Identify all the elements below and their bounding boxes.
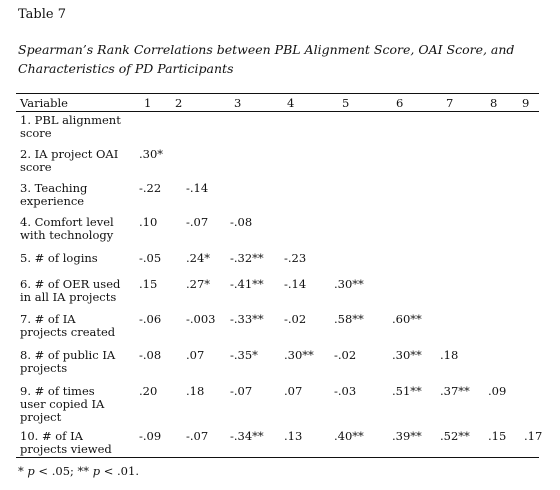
table-cell: .15 [139, 277, 158, 291]
table-cell: .27* [186, 277, 211, 291]
table-cell: -.08 [230, 215, 253, 229]
table-cell: .30** [334, 277, 364, 291]
header-col-7: 7 [446, 96, 454, 110]
row-label: projects created [20, 325, 116, 339]
row-label: 9. # of times [20, 384, 95, 398]
header-rule [16, 111, 539, 112]
table-cell: -.14 [186, 181, 209, 195]
table-cell: -.34** [230, 429, 264, 443]
row-label: score [20, 126, 52, 140]
table-cell: -.02 [284, 312, 307, 326]
table-cell: -.09 [139, 429, 162, 443]
table-cell: -.03 [334, 384, 357, 398]
header-col-3: 3 [234, 96, 242, 110]
table-cell: .40** [334, 429, 364, 443]
header-col-8: 8 [490, 96, 498, 110]
row-label: 10. # of IA [20, 429, 83, 443]
table-cell: .13 [284, 429, 303, 443]
table-caption: Spearman’s Rank Correlations between PBL… [18, 42, 515, 76]
table-cell: .18 [440, 348, 459, 362]
top-rule [16, 93, 539, 94]
table-cell: .10 [139, 215, 158, 229]
table-cell: .07 [284, 384, 303, 398]
table-cell: -.41** [230, 277, 264, 291]
table-cell: .30* [139, 147, 164, 161]
row-label: 5. # of logins [20, 251, 98, 265]
row-label: 4. Comfort level [20, 215, 114, 229]
bottom-rule [16, 457, 539, 458]
header-variable: Variable [20, 96, 68, 110]
table-cell: -.08 [139, 348, 162, 362]
header-col-6: 6 [396, 96, 404, 110]
table-cell: -.003 [186, 312, 216, 326]
table-cell: -.07 [186, 215, 209, 229]
row-label: 6. # of OER used [20, 277, 121, 291]
table-cell: .24* [186, 251, 211, 265]
row-label: 7. # of IA [20, 312, 76, 326]
header-col-1: 1 [144, 96, 152, 110]
row-label: 3. Teaching [20, 181, 88, 195]
table-cell: -.32** [230, 251, 264, 265]
table-cell: -.33** [230, 312, 264, 326]
header-col-2: 2 [175, 96, 183, 110]
table-cell: -.22 [139, 181, 162, 195]
table-cell: .20 [139, 384, 158, 398]
header-col-4: 4 [287, 96, 295, 110]
significance-note: * p < .05; ** p < .01. [18, 464, 139, 478]
row-label: with technology [20, 228, 114, 242]
row-label: score [20, 160, 52, 174]
row-label: 1. PBL alignment [20, 113, 121, 127]
table-cell: .30** [284, 348, 314, 362]
table-cell: .07 [186, 348, 205, 362]
table-cell: -.35* [230, 348, 258, 362]
row-label: projects [20, 361, 68, 375]
note-star: * [18, 464, 28, 478]
table-cell: -.07 [186, 429, 209, 443]
table-cell: .18 [186, 384, 205, 398]
row-label: 2. IA project OAI [20, 147, 119, 161]
table-cell: -.14 [284, 277, 307, 291]
table-cell: .09 [488, 384, 507, 398]
table-cell: .37** [440, 384, 470, 398]
table-cell: .58** [334, 312, 364, 326]
table-cell: -.06 [139, 312, 162, 326]
table-cell: .51** [392, 384, 422, 398]
table-cell: -.02 [334, 348, 357, 362]
table-cell: .39** [392, 429, 422, 443]
table-cell: -.05 [139, 251, 162, 265]
table-cell: .60** [392, 312, 422, 326]
table-cell: .52** [440, 429, 470, 443]
table-cell: -.23 [284, 251, 307, 265]
table-cell: .15 [488, 429, 507, 443]
row-label: in all IA projects [20, 290, 117, 304]
row-label: projects viewed [20, 442, 112, 456]
header-col-9: 9 [522, 96, 530, 110]
row-label: 8. # of public IA [20, 348, 116, 362]
table-cell: -.07 [230, 384, 253, 398]
row-label: user copied IA [20, 397, 105, 411]
table-label: Table 7 [18, 7, 66, 22]
table-cell: .30** [392, 348, 422, 362]
row-label: experience [20, 194, 85, 208]
row-label: project [20, 410, 62, 424]
table-cell: .17 [524, 429, 543, 443]
header-col-5: 5 [342, 96, 350, 110]
